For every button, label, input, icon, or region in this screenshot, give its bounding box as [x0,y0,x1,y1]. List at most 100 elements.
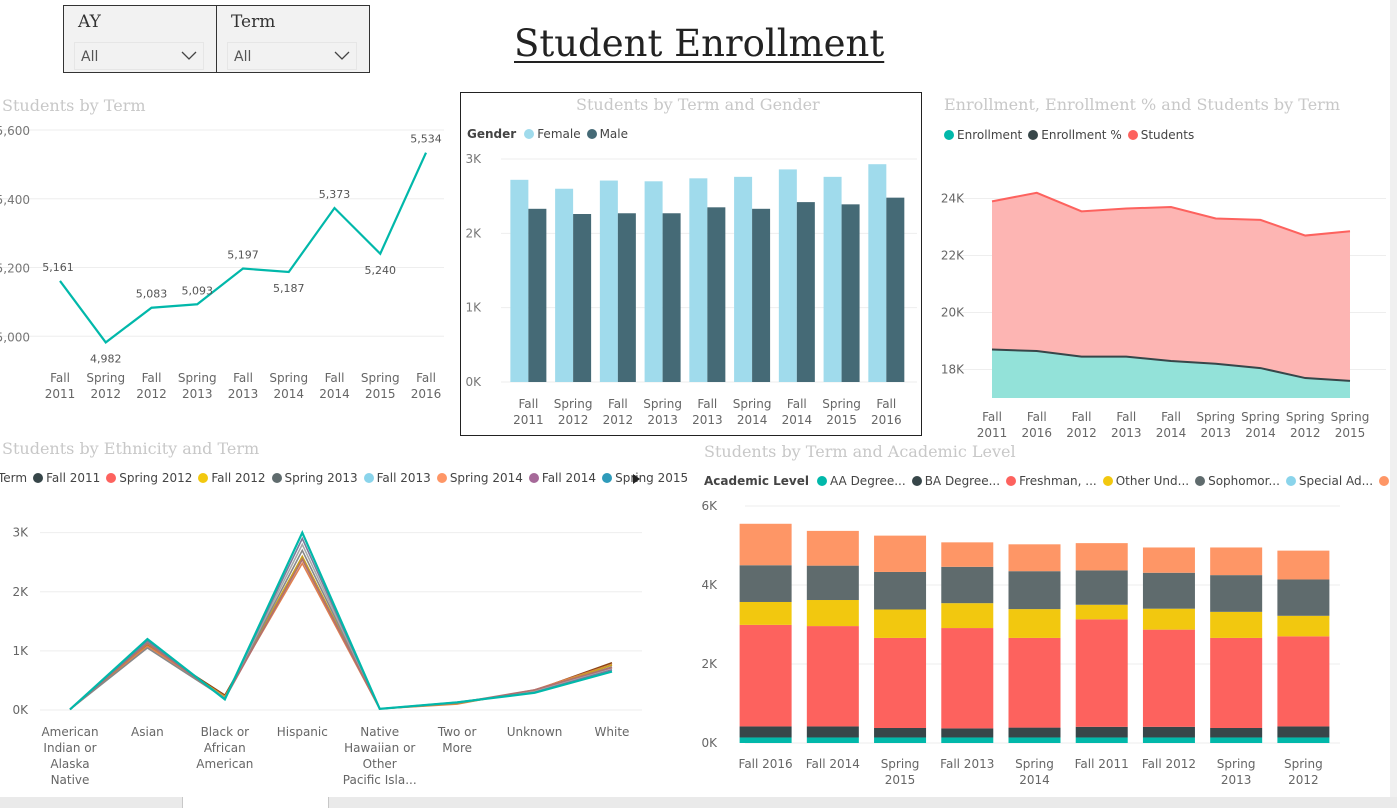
academic-level-legend-title: Academic Level [704,474,809,488]
slicer-term: Term All [216,5,370,73]
legend-item-special-ad-[interactable]: Special Ad... [1285,474,1373,488]
bar-segment [806,726,859,738]
students-by-ethnicity-chart[interactable]: 0K 1K 2K 3K American Indian or Alaska Native Asi… [0,510,660,795]
legend-item-spring-2013[interactable]: Spring 2013 [271,471,358,485]
x-tick-label: Spring 2014 [269,371,308,401]
bar-segment [1075,726,1128,738]
x-tick-label: Spring 2014 [733,397,772,427]
page-tab-active[interactable] [183,797,329,808]
legend-next-icon[interactable] [632,473,642,485]
series-line-students [991,191,1351,237]
legend-label: BA Degree... [924,474,1001,488]
legend-item-female[interactable]: Female [524,127,581,141]
x-tick-label: Two or More [437,725,477,755]
legend-item-students[interactable]: Students [1127,128,1195,142]
bar-segment [1075,737,1128,743]
chart-title-gender: Students by Term and Gender [576,95,820,114]
legend-item-male[interactable]: Male [586,127,628,141]
legend-item-spring-2014[interactable]: Spring 2014 [436,471,523,485]
y-tick-label: 3K [465,152,482,166]
chart-title-ethnicity: Students by Ethnicity and Term [2,439,260,458]
legend-dot [198,473,209,483]
legend-item-spring-2012[interactable]: Spring 2012 [106,471,192,485]
bar-segment [806,600,859,627]
bar-segment [874,571,927,610]
legend-item-spring-2015[interactable]: Spring 2015 [602,471,688,485]
legend-label: Fall 2014 [541,471,597,485]
legend-item-sophomor-[interactable]: Sophomor... [1195,474,1280,488]
legend-label: Freshman, ... [1019,474,1097,488]
x-tick-label: Fall 2012 [136,371,167,401]
students-by-academic-level-chart[interactable]: 0K 2K 4K 6K Fall 2016 Fall 2014 Spring 2015 Fall… [695,495,1385,795]
series-line-fall-2014 [69,536,613,711]
x-tick-label: Spring 2012 [1284,757,1323,787]
y-tick-label: 24K [941,192,965,206]
legend-item-aa-degree-[interactable]: AA Degree... [817,474,906,488]
legend-item-fall-2013[interactable]: Fall 2013 [363,471,431,485]
x-tick-label: Spring 2014 [1241,410,1280,440]
legend-dot [1285,476,1296,486]
legend-item-fall-2011[interactable]: Fall 2011 [33,471,100,485]
series-line-spring-2014 [69,557,613,711]
enrollment-area-chart[interactable]: 18K 20K 22K 24K Fall 2011 Fall 2016 Fall 2012 Fall… [930,150,1390,445]
bar-segment [874,637,927,728]
legend-dot [602,473,613,483]
legend-dot [1379,476,1390,486]
x-tick-label: Unknown [507,725,563,739]
x-tick-label: American Indian or Alaska Native [41,725,98,787]
legend-item-fall-2014[interactable]: Fall 2014 [528,471,597,485]
slicer-ay-dropdown[interactable]: All [74,42,204,70]
data-label: 5,240 [365,264,397,277]
bar-segment [806,626,859,727]
x-tick-label: Fall 2014 [806,757,860,771]
legend-label: Fall 2011 [46,471,101,485]
legend-item-enrollment[interactable]: Enrollment [944,128,1022,142]
bar-segment [1210,547,1263,576]
bar-segment [874,727,927,738]
slicer-term-dropdown[interactable]: All [227,42,357,70]
data-label: 5,373 [319,188,351,201]
data-label: 5,093 [182,284,214,297]
x-tick-label: Fall 2013 [940,757,994,771]
legend-item-other-und-[interactable]: Other Und... [1102,474,1189,488]
y-tick-label: 0K [701,736,718,750]
x-tick-label: Spring 2015 [1331,410,1370,440]
bar-male [662,213,681,382]
bar-segment [941,728,994,738]
y-tick-label: 1K [465,301,482,315]
legend-item-enrollment-[interactable]: Enrollment % [1028,128,1122,142]
vertical-scrollbar[interactable] [1390,0,1397,797]
slicer-term-label: Term [231,12,276,32]
slicer-ay-value: All [81,49,99,65]
bar-female [689,178,708,382]
legend-dot [106,473,117,483]
gender-chart-frame [460,92,922,436]
legend-label: Female [537,127,581,141]
legend-label: Students [1140,128,1195,142]
legend-item-fall-2012[interactable]: Fall 2012 [198,471,266,485]
bar-segment [1142,629,1195,727]
x-tick-label: Fall 2014 [1156,410,1187,440]
bar-female [644,181,663,382]
x-tick-label: Asian [131,725,164,739]
legend-dot [911,476,922,486]
bar-segment [941,603,994,629]
slicer-term-value: All [234,49,252,65]
legend-item-ba-degree-[interactable]: BA Degree... [911,474,1001,488]
series-line-spring-2013 [69,548,613,711]
page-tab[interactable] [20,797,183,808]
bar-female [734,176,753,382]
students-by-term-gender-chart[interactable]: 0K 1K 2K 3K Fall 2011 Spring 2012 Fall 2012 Spring… [461,145,921,435]
x-tick-label: Fall 2014 [319,371,350,401]
page-tabs [0,797,1397,808]
bar-segment [806,565,859,601]
gender-legend-title: Gender [467,127,517,141]
legend-dot [436,473,447,483]
legend-item-freshman-[interactable]: Freshman, ... [1006,474,1097,488]
bar-segment [739,601,792,625]
bar-segment [1142,547,1195,573]
bar-segment [739,624,792,727]
bar-segment [1277,615,1330,637]
bar-segment [806,530,859,566]
